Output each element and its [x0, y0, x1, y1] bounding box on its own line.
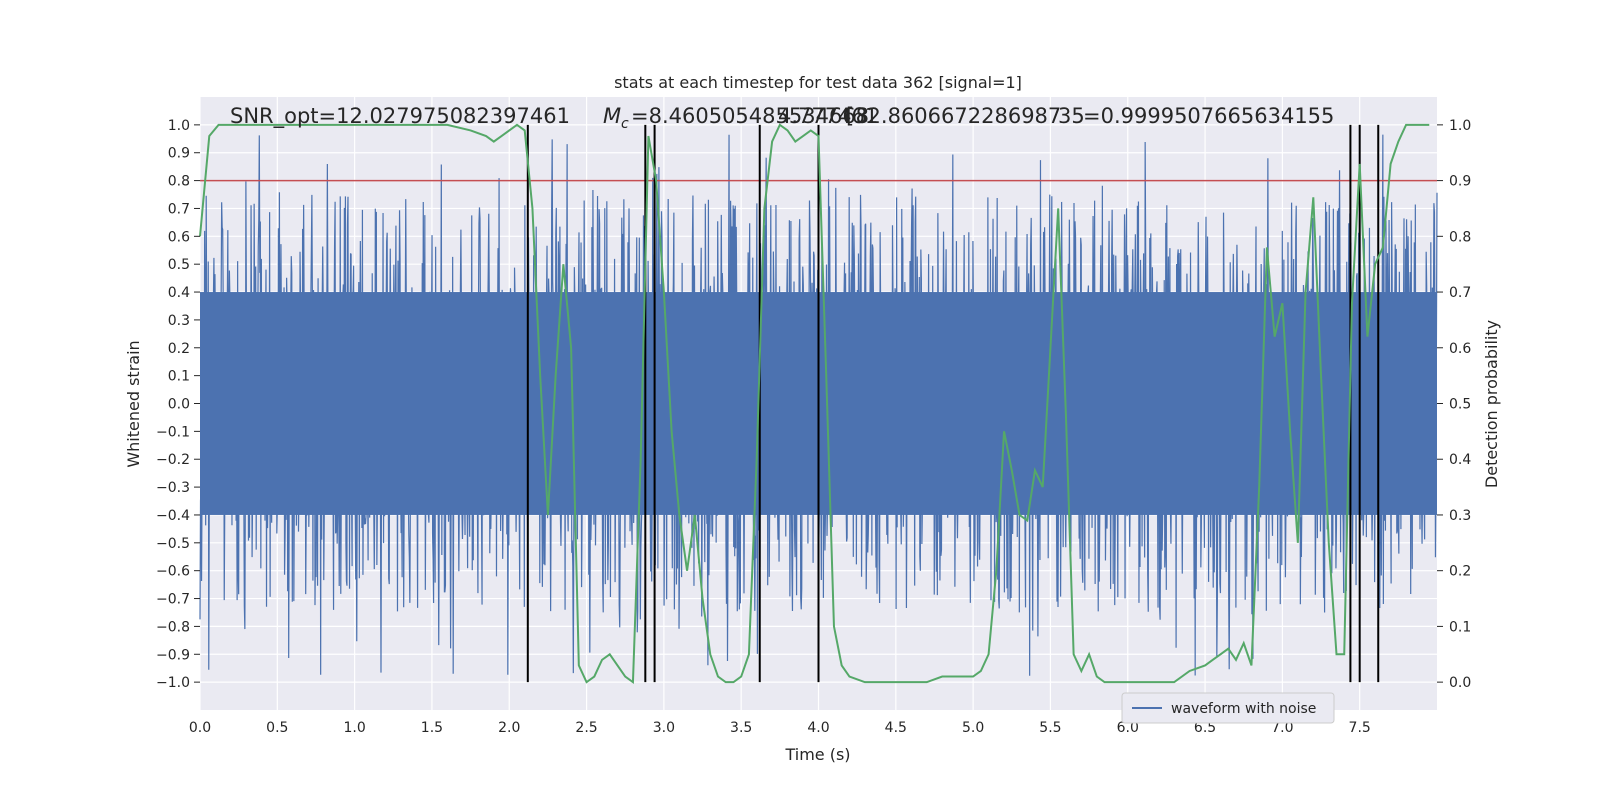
- y-right-tick-label: 0.4: [1449, 452, 1471, 468]
- x-tick-label: 3.0: [653, 720, 675, 736]
- overlap-annotation-c: 35: [1058, 104, 1085, 128]
- y-left-tick-label: −1.0: [156, 675, 190, 691]
- y-right-tick-label: 0.0: [1449, 675, 1471, 691]
- x-tick-label: 0.5: [266, 720, 288, 736]
- x-tick-label: 7.5: [1349, 720, 1371, 736]
- legend-box: [1121, 692, 1335, 724]
- snr-annotation: SNR_opt=12.027975082397461: [230, 104, 570, 129]
- y-left-tick-label: −0.8: [156, 619, 190, 635]
- overlap-annotation-b: [32.8606672286987: [846, 104, 1061, 128]
- x-tick-label: 5.5: [1039, 720, 1061, 736]
- y-left-tick-label: −0.5: [156, 536, 190, 552]
- mc-subscript: c: [621, 116, 629, 132]
- y-axis-right-ticks: 1.0 0.9 0.8 0.7 0.6 0.5 0.4 0.3 0.2 0.1 0.0: [1437, 118, 1471, 691]
- y-right-tick-label: 0.6: [1449, 341, 1471, 357]
- y-left-tick-label: 0.8: [168, 174, 190, 190]
- y-right-tick-label: 0.2: [1449, 564, 1471, 580]
- dt-annotation: =0.9999507665634155: [1083, 104, 1334, 128]
- y-left-tick-label: 1.0: [168, 118, 190, 134]
- y-left-tick-label: 0.9: [168, 146, 190, 162]
- probability-line: [199, 123, 1430, 685]
- y-left-tick-label: 0.6: [168, 229, 190, 245]
- x-axis-ticks: 0.0 0.5 1.0 1.5 2.0 2.5 3.0 3.5 4.0 4.5 5.0 5.5 6.0 6…: [189, 720, 1371, 736]
- y-left-tick-label: −0.2: [156, 452, 190, 468]
- legend-label-waveform: waveform with noise: [1171, 701, 1316, 717]
- x-tick-label: 1.0: [343, 720, 365, 736]
- y-right-tick-label: 0.3: [1449, 508, 1471, 524]
- probability-series: [199, 123, 1430, 685]
- x-axis-label: Time (s): [784, 745, 850, 764]
- x-tick-label: 3.5: [730, 720, 752, 736]
- plot-content: [199, 123, 1438, 685]
- y-right-tick-label: 0.9: [1449, 174, 1471, 190]
- y-left-tick-label: 0.2: [168, 341, 190, 357]
- y-axis-left-label: Whitened strain: [124, 340, 143, 467]
- mc-symbol: M: [603, 104, 621, 128]
- y-left-tick-label: −0.1: [156, 424, 190, 440]
- x-tick-label: 4.0: [807, 720, 829, 736]
- y-right-tick-label: 0.8: [1449, 229, 1471, 245]
- mc-annotation: =8.460505485534668: [631, 104, 869, 128]
- overlap-annotation-a: 4.777461: [778, 104, 878, 128]
- x-tick-label: 2.0: [498, 720, 520, 736]
- y-left-tick-label: −0.6: [156, 564, 190, 580]
- x-tick-label: 6.5: [1194, 720, 1216, 736]
- y-left-tick-label: 0.3: [168, 313, 190, 329]
- chart-title: stats at each timestep for test data 362…: [614, 73, 1022, 92]
- y-left-tick-label: 0.7: [168, 201, 190, 217]
- y-left-tick-label: 0.5: [168, 257, 190, 273]
- y-axis-right-label: Detection probability: [1482, 320, 1501, 488]
- y-left-tick-label: −0.7: [156, 592, 190, 608]
- y-right-tick-label: 0.7: [1449, 285, 1471, 301]
- y-right-tick-label: 0.5: [1449, 397, 1471, 413]
- annotations: SNR_opt=12.027975082397461 M c =8.460505…: [230, 104, 1334, 132]
- x-tick-label: 4.5: [885, 720, 907, 736]
- y-right-tick-label: 0.1: [1449, 619, 1471, 635]
- x-tick-label: 0.0: [189, 720, 211, 736]
- y-left-tick-label: −0.4: [156, 508, 190, 524]
- x-tick-label: 2.5: [575, 720, 597, 736]
- y-left-tick-label: −0.3: [156, 480, 190, 496]
- x-tick-label: 6.0: [1117, 720, 1139, 736]
- y-right-tick-label: 1.0: [1449, 118, 1471, 134]
- y-left-tick-label: 0.1: [168, 369, 190, 385]
- y-left-tick-label: 0.0: [168, 397, 190, 413]
- y-left-tick-label: −0.9: [156, 647, 190, 663]
- y-axis-left-ticks: 1.0 0.9 0.8 0.7 0.6 0.5 0.4 0.3 0.2 0.1 0.0 −0.1 −0.…: [156, 118, 200, 691]
- y-left-tick-label: 0.4: [168, 285, 190, 301]
- x-tick-label: 5.0: [962, 720, 984, 736]
- x-tick-label: 7.0: [1271, 720, 1293, 736]
- legend: waveform with noise: [1121, 692, 1335, 724]
- x-tick-label: 1.5: [421, 720, 443, 736]
